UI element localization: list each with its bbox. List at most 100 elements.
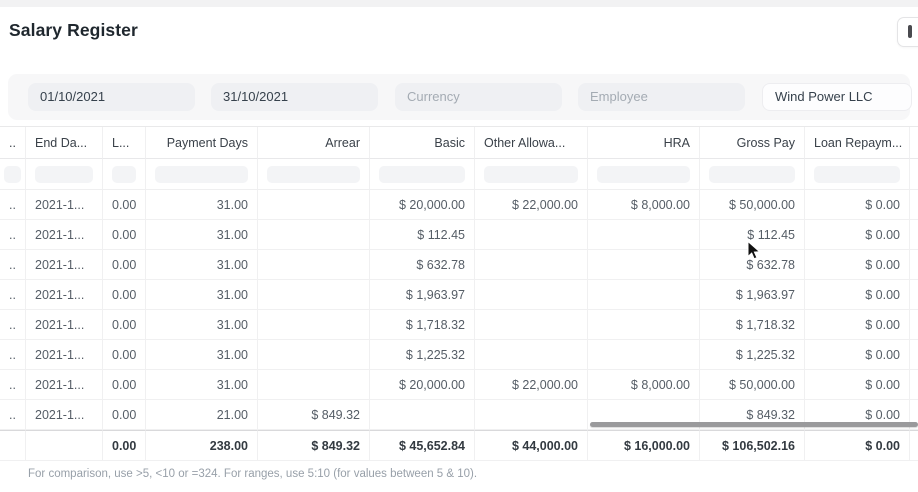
row-3-cell-arrear[interactable] (258, 250, 370, 280)
column-header-basic[interactable]: Basic (370, 127, 475, 159)
row-7-cell-leave[interactable]: 0.00 (103, 370, 146, 400)
row-1-cell-hra[interactable]: $ 8,000.00 (588, 190, 700, 220)
row-7-cell-sel[interactable]: .. (0, 370, 26, 400)
row-7-cell-end_date[interactable]: 2021-1... (26, 370, 103, 400)
row-3-cell-basic[interactable]: $ 632.78 (370, 250, 475, 280)
row-8-cell-sel[interactable]: .. (0, 400, 26, 430)
row-6-cell-hra[interactable] (588, 340, 700, 370)
row-4-cell-sel[interactable]: .. (0, 280, 26, 310)
row-8-cell-gross_pay[interactable]: $ 849.32 (700, 400, 805, 430)
column-filter-input[interactable] (709, 165, 795, 183)
row-8-cell-arrear[interactable]: $ 849.32 (258, 400, 370, 430)
row-2-cell-basic[interactable]: $ 112.45 (370, 220, 475, 250)
row-6-cell-spacer[interactable] (910, 340, 918, 370)
row-3-cell-loan_repayment[interactable]: $ 0.00 (805, 250, 910, 280)
row-1-cell-gross_pay[interactable]: $ 50,000.00 (700, 190, 805, 220)
column-filter-arrear[interactable] (258, 159, 370, 190)
row-5-cell-leave[interactable]: 0.00 (103, 310, 146, 340)
column-filter-input[interactable] (814, 165, 900, 183)
row-7-cell-payment_days[interactable]: 31.00 (146, 370, 258, 400)
row-8-cell-hra[interactable] (588, 400, 700, 430)
column-header-hra[interactable]: HRA (588, 127, 700, 159)
column-filter-input[interactable] (267, 165, 360, 183)
column-header-other_allowances[interactable]: Other Allowa... (475, 127, 588, 159)
horizontal-scrollbar-thumb[interactable] (590, 422, 918, 427)
row-2-cell-other_allowances[interactable] (475, 220, 588, 250)
column-header-loan_repayment[interactable]: Loan Repaym... (805, 127, 910, 159)
column-header-sel[interactable]: .. (0, 127, 26, 159)
from-date-input[interactable]: 01/10/2021 (28, 83, 195, 111)
row-3-cell-payment_days[interactable]: 31.00 (146, 250, 258, 280)
employee-input[interactable]: Employee (578, 83, 745, 111)
row-8-cell-payment_days[interactable]: 21.00 (146, 400, 258, 430)
row-5-cell-sel[interactable]: .. (0, 310, 26, 340)
row-7-cell-gross_pay[interactable]: $ 50,000.00 (700, 370, 805, 400)
row-7-cell-hra[interactable]: $ 8,000.00 (588, 370, 700, 400)
row-2-cell-payment_days[interactable]: 31.00 (146, 220, 258, 250)
column-filter-gross_pay[interactable] (700, 159, 805, 190)
toolbar-overflow-button[interactable] (897, 17, 918, 47)
row-5-cell-payment_days[interactable]: 31.00 (146, 310, 258, 340)
row-4-cell-end_date[interactable]: 2021-1... (26, 280, 103, 310)
row-6-cell-gross_pay[interactable]: $ 1,225.32 (700, 340, 805, 370)
row-3-cell-spacer[interactable] (910, 250, 918, 280)
row-8-cell-end_date[interactable]: 2021-1... (26, 400, 103, 430)
row-7-cell-other_allowances[interactable]: $ 22,000.00 (475, 370, 588, 400)
column-filter-input[interactable] (597, 165, 690, 183)
row-6-cell-loan_repayment[interactable]: $ 0.00 (805, 340, 910, 370)
row-5-cell-spacer[interactable] (910, 310, 918, 340)
row-1-cell-leave[interactable]: 0.00 (103, 190, 146, 220)
row-6-cell-arrear[interactable] (258, 340, 370, 370)
row-5-cell-gross_pay[interactable]: $ 1,718.32 (700, 310, 805, 340)
row-1-cell-loan_repayment[interactable]: $ 0.00 (805, 190, 910, 220)
row-3-cell-gross_pay[interactable]: $ 632.78 (700, 250, 805, 280)
column-filter-spacer[interactable] (910, 159, 918, 190)
row-2-cell-sel[interactable]: .. (0, 220, 26, 250)
row-8-cell-other_allowances[interactable] (475, 400, 588, 430)
row-4-cell-other_allowances[interactable] (475, 280, 588, 310)
column-filter-input[interactable] (35, 165, 93, 183)
row-6-cell-end_date[interactable]: 2021-1... (26, 340, 103, 370)
column-filter-hra[interactable] (588, 159, 700, 190)
row-2-cell-end_date[interactable]: 2021-1... (26, 220, 103, 250)
row-3-cell-leave[interactable]: 0.00 (103, 250, 146, 280)
row-3-cell-other_allowances[interactable] (475, 250, 588, 280)
row-6-cell-other_allowances[interactable] (475, 340, 588, 370)
row-4-cell-basic[interactable]: $ 1,963.97 (370, 280, 475, 310)
row-3-cell-end_date[interactable]: 2021-1... (26, 250, 103, 280)
column-filter-sel[interactable] (0, 159, 26, 190)
row-6-cell-sel[interactable]: .. (0, 340, 26, 370)
row-3-cell-sel[interactable]: .. (0, 250, 26, 280)
row-5-cell-end_date[interactable]: 2021-1... (26, 310, 103, 340)
row-8-cell-basic[interactable] (370, 400, 475, 430)
row-6-cell-basic[interactable]: $ 1,225.32 (370, 340, 475, 370)
row-1-cell-arrear[interactable] (258, 190, 370, 220)
column-filter-input[interactable] (484, 165, 578, 183)
row-1-cell-other_allowances[interactable]: $ 22,000.00 (475, 190, 588, 220)
row-8-cell-spacer[interactable] (910, 400, 918, 430)
column-filter-input[interactable] (112, 165, 136, 183)
column-filter-input[interactable] (379, 165, 465, 183)
row-8-cell-loan_repayment[interactable]: $ 0.00 (805, 400, 910, 430)
row-7-cell-loan_repayment[interactable]: $ 0.00 (805, 370, 910, 400)
column-header-payment_days[interactable]: Payment Days (146, 127, 258, 159)
row-1-cell-basic[interactable]: $ 20,000.00 (370, 190, 475, 220)
row-6-cell-leave[interactable]: 0.00 (103, 340, 146, 370)
row-8-cell-leave[interactable]: 0.00 (103, 400, 146, 430)
row-7-cell-spacer[interactable] (910, 370, 918, 400)
column-filter-payment_days[interactable] (146, 159, 258, 190)
column-filter-input[interactable] (155, 165, 248, 183)
row-4-cell-payment_days[interactable]: 31.00 (146, 280, 258, 310)
row-4-cell-loan_repayment[interactable]: $ 0.00 (805, 280, 910, 310)
row-1-cell-spacer[interactable] (910, 190, 918, 220)
column-header-gross_pay[interactable]: Gross Pay (700, 127, 805, 159)
row-2-cell-hra[interactable] (588, 220, 700, 250)
row-5-cell-basic[interactable]: $ 1,718.32 (370, 310, 475, 340)
column-header-leave[interactable]: L... (103, 127, 146, 159)
row-4-cell-leave[interactable]: 0.00 (103, 280, 146, 310)
row-1-cell-sel[interactable]: .. (0, 190, 26, 220)
row-5-cell-hra[interactable] (588, 310, 700, 340)
row-1-cell-end_date[interactable]: 2021-1... (26, 190, 103, 220)
row-6-cell-payment_days[interactable]: 31.00 (146, 340, 258, 370)
company-select[interactable]: Wind Power LLC (762, 83, 912, 111)
